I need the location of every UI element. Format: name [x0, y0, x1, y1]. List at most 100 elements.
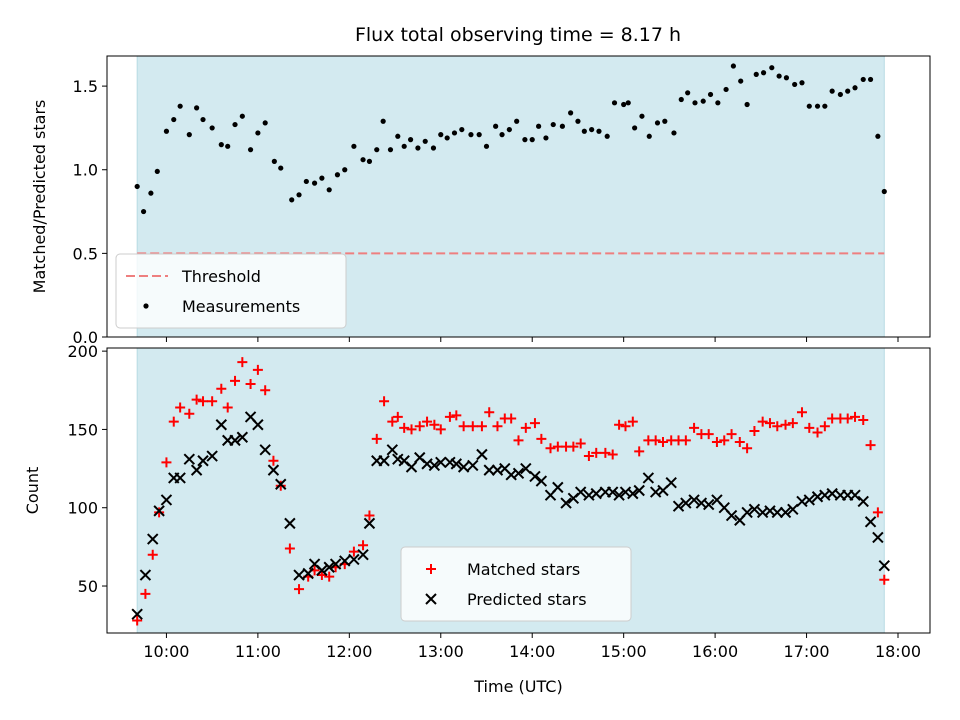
measurement-point: [326, 187, 332, 193]
matched-point: [399, 422, 410, 433]
measurement-point: [799, 80, 805, 86]
matched-point: [689, 422, 700, 433]
measurement-point: [692, 100, 698, 106]
predicted-point: [857, 495, 869, 508]
matched-point: [796, 407, 807, 418]
matched-point: [252, 364, 263, 375]
y-tick-label: 1.5: [73, 77, 98, 96]
y-axis-label: Matched/Predicted stars: [30, 100, 49, 294]
predicted-point: [529, 470, 541, 483]
measurement-point: [296, 192, 302, 198]
measurement-point: [140, 208, 147, 215]
matched-point: [435, 424, 446, 435]
x-tick-label: 14:00: [509, 642, 555, 661]
matched-point: [387, 416, 398, 427]
measurement-point: [875, 133, 881, 139]
measurement-point: [209, 125, 215, 131]
predicted-point: [613, 489, 625, 501]
measurement-point: [444, 135, 450, 141]
matched-point: [260, 385, 271, 396]
predicted-point: [259, 444, 271, 456]
matched-point: [583, 451, 594, 462]
matched-point: [147, 549, 158, 560]
y-tick-label: 50: [78, 577, 98, 596]
measurement-point: [738, 78, 744, 84]
matched-point: [358, 540, 369, 551]
predicted-point: [457, 461, 470, 473]
x-axis-label: Time (UTC): [473, 677, 562, 696]
legend-label: Predicted stars: [467, 590, 587, 609]
measurement-point: [559, 123, 565, 129]
measurement-point: [543, 135, 549, 141]
measurement-point: [806, 103, 812, 109]
matched-point: [842, 413, 853, 424]
predicted-point: [302, 567, 314, 580]
predicted-point: [849, 489, 861, 501]
predicted-point: [590, 487, 602, 500]
predicted-point: [702, 498, 715, 511]
predicted-point: [378, 455, 390, 467]
measurement-point: [415, 145, 421, 151]
matched-point: [726, 429, 737, 440]
matched-point: [819, 421, 830, 432]
matched-point: [451, 410, 462, 421]
matched-point: [614, 419, 625, 430]
measurement-point: [730, 63, 736, 69]
matched-point: [568, 441, 579, 452]
predicted-point: [627, 487, 639, 500]
legend-label: Threshold: [181, 267, 261, 286]
matched-point: [207, 396, 218, 407]
matched-point: [379, 396, 390, 407]
measurement-point: [671, 130, 677, 136]
measurement-point: [654, 120, 661, 126]
legend-label: Measurements: [182, 297, 300, 316]
predicted-point: [633, 484, 645, 497]
predicted-point: [748, 503, 761, 515]
predicted-point: [520, 462, 532, 475]
measurement-point: [621, 101, 627, 108]
matched-point: [513, 435, 524, 446]
matched-point: [734, 436, 745, 447]
matched-point: [680, 435, 691, 446]
matched-point: [492, 421, 503, 432]
figure-title: Flux total observing time = 8.17 h: [355, 24, 681, 46]
predicted-point: [741, 506, 753, 519]
measurement-point: [829, 88, 835, 94]
measurement-point: [401, 143, 407, 149]
measurement-point: [395, 133, 401, 139]
measurement-point: [760, 70, 767, 76]
predicted-point: [153, 505, 165, 517]
predicted-point: [267, 464, 280, 476]
matched-point: [620, 421, 631, 432]
matched-point: [429, 419, 440, 430]
matched-point: [545, 443, 556, 454]
predicted-point: [405, 461, 418, 473]
predicted-point: [252, 419, 264, 431]
measurement-point: [154, 168, 160, 175]
y-tick-label: 0.0: [73, 328, 98, 347]
matched-point: [575, 438, 586, 449]
predicted-point: [183, 453, 196, 465]
matched-point: [719, 435, 730, 446]
matched-point: [634, 446, 645, 457]
measurement-point: [852, 85, 858, 91]
measurement-point: [814, 103, 821, 109]
measurement-point: [387, 147, 394, 153]
matched-point: [245, 379, 256, 390]
predicted-point: [316, 564, 328, 577]
predicted-point: [606, 486, 619, 498]
measurement-point: [247, 147, 254, 153]
matched-point: [804, 422, 815, 433]
ratio-panel: 0.0 0.5 1.0 1.5 Matched/Predicted stars Thres…: [30, 55, 931, 347]
matched-point: [657, 436, 668, 447]
predicted-point: [323, 561, 335, 573]
y-tick-label: 100: [67, 499, 98, 518]
predicted-point: [206, 450, 218, 462]
predicted-point: [560, 497, 572, 509]
matched-point: [476, 421, 487, 432]
predicted-point: [642, 472, 655, 484]
axes-frame: [106, 347, 931, 634]
matched-point: [772, 421, 783, 432]
matched-point: [406, 424, 417, 435]
